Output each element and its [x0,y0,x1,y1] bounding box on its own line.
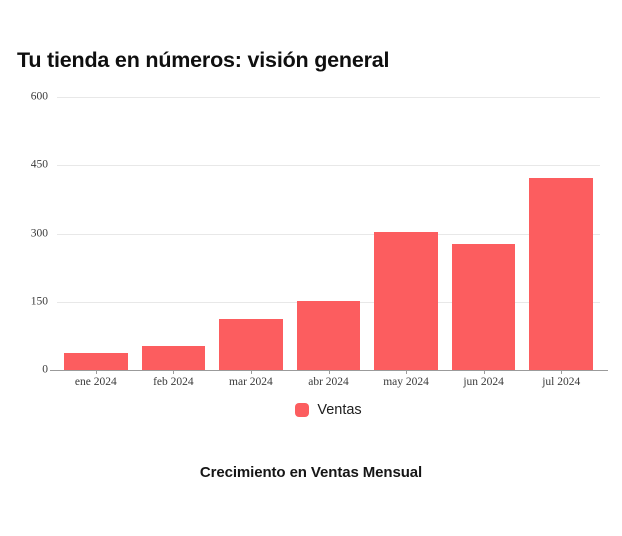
y-tick-label-150: 150 [30,295,48,307]
y-tick-label-450: 450 [30,158,48,171]
x-tick-label-jun-2024: jun 2024 [463,376,504,388]
bar-jul-2024 [529,178,593,370]
y-tick-label-0: 0 [42,363,48,376]
x-tick-jun-2024 [483,370,485,374]
bar-may-2024 [374,232,438,370]
bar-mar-2024 [219,318,283,370]
x-tick-label-ene-2024: ene 2024 [74,376,117,388]
y-gridline-300 [57,233,600,235]
x-tick-label-mar-2024: mar 2024 [229,376,273,388]
bar-jun-2024 [451,243,516,370]
page-title: Tu tienda en números: visión general [17,48,390,72]
y-gridline-450 [57,165,600,167]
chart-caption: Crecimiento en Ventas Mensual [199,464,423,481]
x-tick-label-jul-2024: jul 2024 [542,376,581,388]
legend-label-ventas: Ventas [317,402,362,418]
x-tick-ene-2024 [95,370,97,374]
x-tick-label-may-2024: may 2024 [383,376,429,388]
y-gridline-600 [57,97,600,98]
bar-ene-2024 [63,352,128,370]
x-tick-label-abr-2024: abr 2024 [308,376,349,388]
x-tick-mar-2024 [250,370,252,374]
bar-abr-2024 [296,300,361,370]
x-tick-may-2024 [406,370,408,374]
y-tick-label-600: 600 [30,90,48,103]
bar-feb-2024 [141,346,206,370]
x-tick-abr-2024 [328,370,330,374]
x-tick-feb-2024 [173,370,175,374]
legend: Ventas [57,402,600,418]
x-tick-label-feb-2024: feb 2024 [153,376,194,388]
x-tick-jul-2024 [561,370,563,374]
y-tick-label-300: 300 [30,226,48,239]
bar-chart-plot-area: 0 150 300 450 600 ene 2024 feb 2024 mar 2024 abr… [31,91,608,388]
legend-marker-ventas-icon [295,403,310,417]
